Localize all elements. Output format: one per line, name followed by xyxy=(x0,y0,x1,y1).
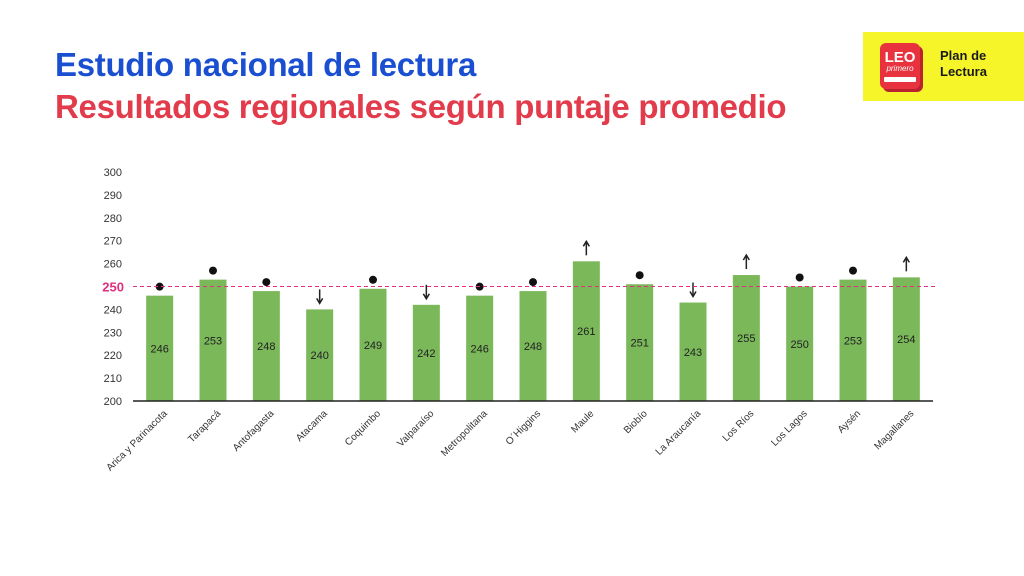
x-tick-label: La Araucanía xyxy=(654,408,704,458)
bar xyxy=(199,279,227,401)
bar xyxy=(359,288,387,401)
bar xyxy=(466,295,494,401)
bar xyxy=(146,295,174,401)
logo-brand: LEO xyxy=(884,49,916,66)
book-pages xyxy=(884,77,916,82)
bar-value-label: 261 xyxy=(577,326,595,338)
marker-dot xyxy=(369,275,377,284)
arrow-down-head xyxy=(316,298,324,305)
bar-value-label: 253 xyxy=(204,335,222,347)
reference-line-label: 250 xyxy=(102,280,124,295)
bar-value-label: 255 xyxy=(737,333,755,345)
y-tick-label: 290 xyxy=(104,190,122,202)
bar-value-label: 248 xyxy=(257,341,275,353)
y-tick-label: 260 xyxy=(104,259,122,271)
bar xyxy=(732,275,760,401)
arrow-up-head xyxy=(742,253,750,261)
marker-dot xyxy=(635,271,644,280)
bar xyxy=(626,284,654,401)
bar-value-label: 246 xyxy=(470,343,488,355)
y-tick-label: 230 xyxy=(104,327,122,339)
x-tick-label: O´Higgins xyxy=(503,408,543,448)
x-tick-label: Tarapacá xyxy=(186,408,223,445)
marker-dot xyxy=(155,282,164,291)
y-tick-label: 210 xyxy=(104,373,122,385)
y-tick-label: 270 xyxy=(104,236,122,248)
logo-text-line2: Lectura xyxy=(940,64,987,79)
x-tick-label: Aysén xyxy=(836,408,863,435)
bar xyxy=(572,261,600,401)
bar xyxy=(679,302,707,401)
x-tick-label: Arica y Parinacota xyxy=(105,408,170,473)
bar xyxy=(306,309,334,401)
marker-dot xyxy=(849,266,857,275)
arrow-up-head xyxy=(582,239,590,247)
marker-dot xyxy=(209,266,217,275)
y-tick-label: 220 xyxy=(104,350,122,362)
arrow-up-head xyxy=(902,255,910,263)
bar-value-label: 254 xyxy=(897,334,915,346)
arrow-down-head xyxy=(689,291,697,298)
x-tick-label: Antofagasta xyxy=(231,408,277,454)
bar-value-label: 240 xyxy=(310,350,328,362)
plan-de-lectura-logo: LEO primero Plan de Lectura xyxy=(863,32,1024,101)
page-subtitle: Resultados regionales según puntaje prom… xyxy=(55,88,787,125)
logo-text: Plan de Lectura xyxy=(940,48,1020,80)
x-tick-label: Maule xyxy=(569,408,596,435)
bar-value-label: 251 xyxy=(630,338,648,350)
bar xyxy=(839,279,867,401)
y-tick-label: 240 xyxy=(104,304,122,316)
y-tick-label: 200 xyxy=(104,396,122,408)
bar-value-label: 253 xyxy=(844,335,862,347)
bar-value-label: 250 xyxy=(790,339,808,351)
x-tick-label: Los Ríos xyxy=(721,408,757,444)
y-tick-label: 280 xyxy=(104,213,122,225)
bar xyxy=(519,291,547,401)
bar xyxy=(786,286,814,401)
logo-brand-sub: primero xyxy=(886,64,914,73)
x-tick-label: Valparaíso xyxy=(395,408,436,449)
bar-value-label: 246 xyxy=(150,343,168,355)
x-tick-label: Metropolitana xyxy=(439,408,490,459)
y-tick-label: 300 xyxy=(104,167,122,179)
arrow-down-head xyxy=(422,293,430,301)
bar-value-label: 248 xyxy=(524,341,542,353)
logo-text-line1: Plan de xyxy=(940,48,987,63)
marker-dot xyxy=(529,278,537,287)
marker-dot xyxy=(795,273,804,282)
x-tick-label: Atacama xyxy=(294,408,330,444)
bar-value-label: 243 xyxy=(684,347,702,359)
x-tick-label: Los Lagos xyxy=(769,408,809,448)
book-icon: LEO primero xyxy=(880,43,920,89)
bar-value-label: 249 xyxy=(364,340,382,352)
page-title: Estudio nacional de lectura xyxy=(55,46,476,83)
x-tick-label: Biobío xyxy=(622,408,650,436)
x-tick-label: Coquimbo xyxy=(343,408,383,448)
marker-dot xyxy=(262,278,271,287)
bar xyxy=(412,304,440,401)
bar-value-label: 242 xyxy=(417,348,435,360)
x-tick-label: Magallanes xyxy=(873,408,917,452)
bar xyxy=(252,291,280,401)
bar xyxy=(892,277,920,401)
